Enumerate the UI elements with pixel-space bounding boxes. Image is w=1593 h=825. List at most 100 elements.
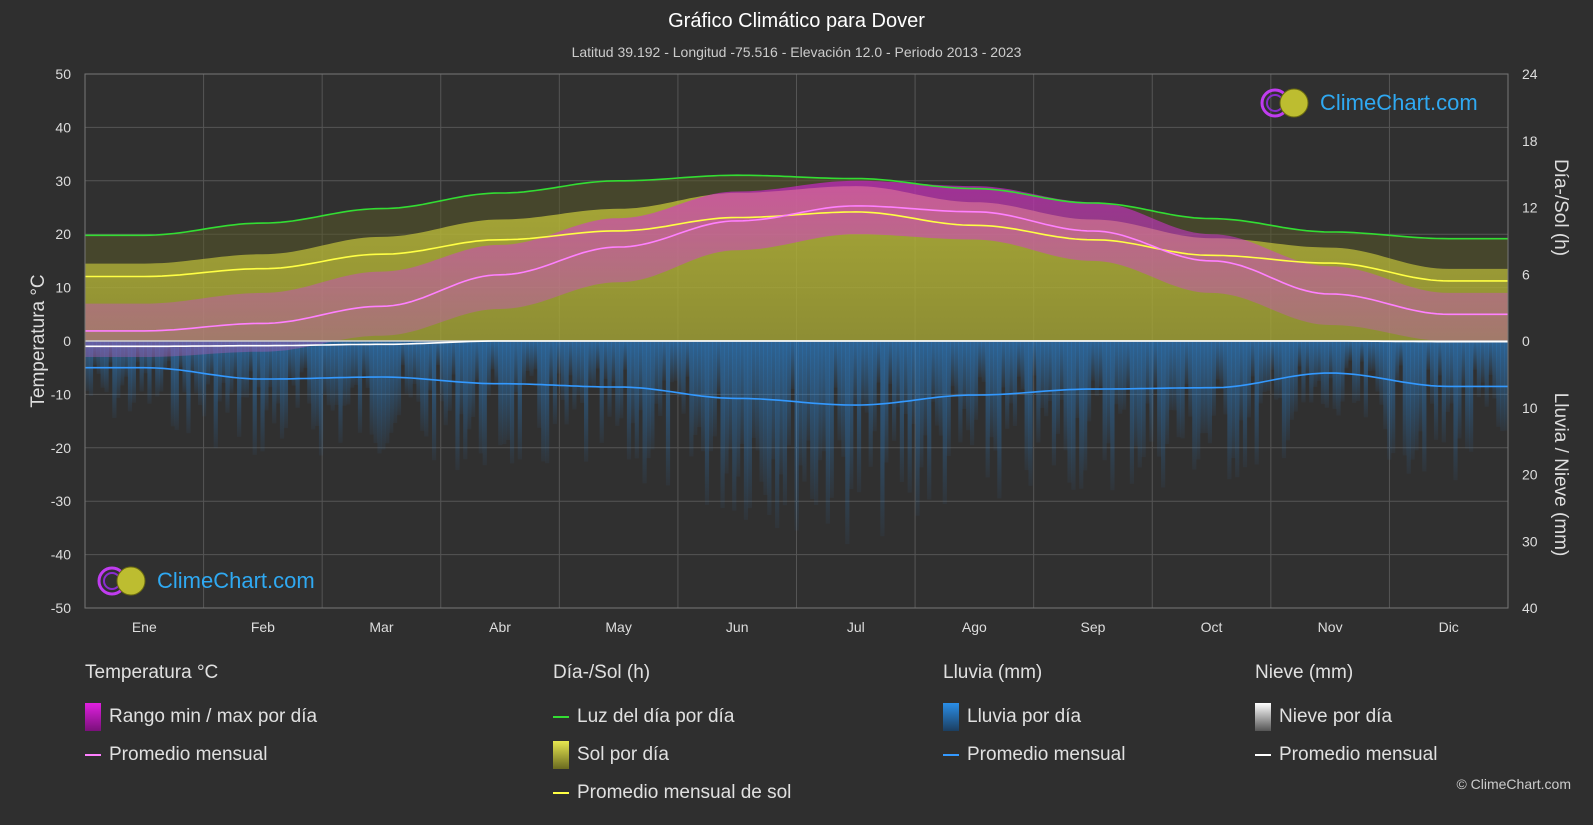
rain-bar [599, 341, 604, 443]
rain-bar [1231, 341, 1236, 459]
rain-bar [1371, 341, 1376, 371]
rain-bar [1418, 341, 1423, 432]
snow-day-swatch [1255, 703, 1271, 731]
legend-temp-range: Rango min / max por día [85, 698, 317, 736]
rain-bar [455, 341, 460, 471]
rain-bar [1176, 341, 1181, 438]
rain-bar [626, 341, 632, 460]
legend-temperature: Temperatura °C Rango min / max por día P… [85, 662, 317, 774]
x-tick-label: Sep [1080, 619, 1105, 635]
rain-bar [1476, 341, 1482, 398]
rain-bar [201, 341, 207, 417]
rain-bar [311, 341, 316, 430]
rain-bar [685, 341, 690, 377]
legend-rain: Lluvia (mm) Lluvia por día Promedio mens… [943, 662, 1125, 774]
rain-bar [233, 341, 238, 378]
rain-bar [591, 341, 597, 388]
rain-bar [681, 341, 686, 414]
rain-bar [556, 341, 561, 374]
rain-bar [1242, 341, 1248, 468]
legend-snow-day: Nieve por día [1255, 698, 1437, 736]
rain-bar [1316, 341, 1322, 381]
rain-bar [1125, 341, 1131, 390]
rain-bar [1262, 341, 1267, 392]
rain-bar [1348, 341, 1353, 361]
rain-bar [1063, 341, 1068, 451]
rain-bar [892, 341, 897, 441]
rain-bar [872, 341, 877, 432]
snow-avg-line [85, 340, 1508, 348]
rain-bar [747, 341, 752, 509]
rain-bar [927, 341, 932, 500]
legend-sun-day: Sol por día [553, 736, 791, 774]
rain-bar [545, 341, 550, 464]
climechart-logo-icon [1260, 88, 1309, 118]
rain-bar [123, 341, 129, 377]
rain-bar [1172, 341, 1177, 411]
y-left-tick: -10 [51, 386, 71, 402]
rain-bar [272, 341, 277, 424]
rain-bar [786, 341, 791, 446]
plot-border [84, 73, 1509, 609]
y-right-rain-tick: 30 [1522, 533, 1538, 549]
rain-bar [751, 341, 756, 438]
rain-bar [350, 341, 355, 388]
y-right-rain-tick: 40 [1522, 600, 1538, 616]
rain-bar [1196, 341, 1201, 460]
legend-temp-avg: Promedio mensual [85, 736, 317, 774]
rain-bar [1352, 341, 1357, 403]
rain-bar [915, 341, 920, 516]
legend-rain-head: Lluvia (mm) [943, 662, 1043, 683]
rain-bar [732, 341, 737, 511]
rain-bar [229, 341, 234, 394]
rain-bar [568, 341, 573, 376]
snow-avg-swatch [1255, 754, 1271, 756]
rain-bar [170, 341, 175, 427]
rain-bar [985, 341, 990, 478]
x-tick-label: Dic [1439, 619, 1459, 635]
legend-snow-day-label: Nieve por día [1279, 706, 1393, 727]
rain-bar [794, 341, 799, 531]
rain-bar [482, 341, 487, 466]
rain-bar [513, 341, 519, 393]
rain-bar [1363, 341, 1368, 418]
rain-bar [942, 341, 947, 504]
rain-bar [1040, 341, 1045, 408]
rain-bar [1090, 341, 1096, 381]
rain-bar [116, 341, 121, 398]
rain-bar [1001, 341, 1006, 388]
rain-bar [1453, 341, 1458, 481]
y-left-tick: 10 [55, 280, 71, 296]
rain-bar [993, 341, 998, 451]
legend-sun-avg-label: Promedio mensual de sol [577, 782, 792, 803]
rain-bar [1254, 341, 1259, 465]
y-left-tick: -50 [51, 600, 71, 616]
rain-bar [85, 341, 90, 392]
rain-bar [1215, 341, 1220, 380]
sun-avg-swatch [553, 792, 569, 794]
rain-bar [919, 341, 924, 468]
rain-bar [412, 341, 417, 384]
rain-bar [439, 341, 444, 402]
y-left-axis-title: Temperatura °C [28, 274, 49, 407]
rain-bar [451, 341, 456, 375]
rain-bar [1067, 341, 1072, 483]
rain-bar [1235, 341, 1240, 478]
rain-bar [689, 341, 694, 457]
rain-bar [256, 341, 261, 388]
rain-bar [1309, 341, 1314, 403]
rain-avg-swatch [943, 754, 959, 756]
rain-bar [759, 341, 764, 482]
rain-bar [1496, 341, 1501, 427]
rain-bar [895, 341, 901, 408]
rain-bar [182, 341, 187, 393]
rain-bar [1433, 341, 1439, 440]
y-right-sun-tick: 12 [1522, 200, 1538, 216]
rain-bar [1110, 341, 1115, 491]
rain-bar [209, 341, 214, 376]
rain-bar [1457, 341, 1462, 439]
rain-bar [1383, 341, 1388, 430]
rain-bar [548, 341, 554, 384]
rain-bar [1141, 341, 1146, 458]
rain-bar [244, 341, 250, 398]
